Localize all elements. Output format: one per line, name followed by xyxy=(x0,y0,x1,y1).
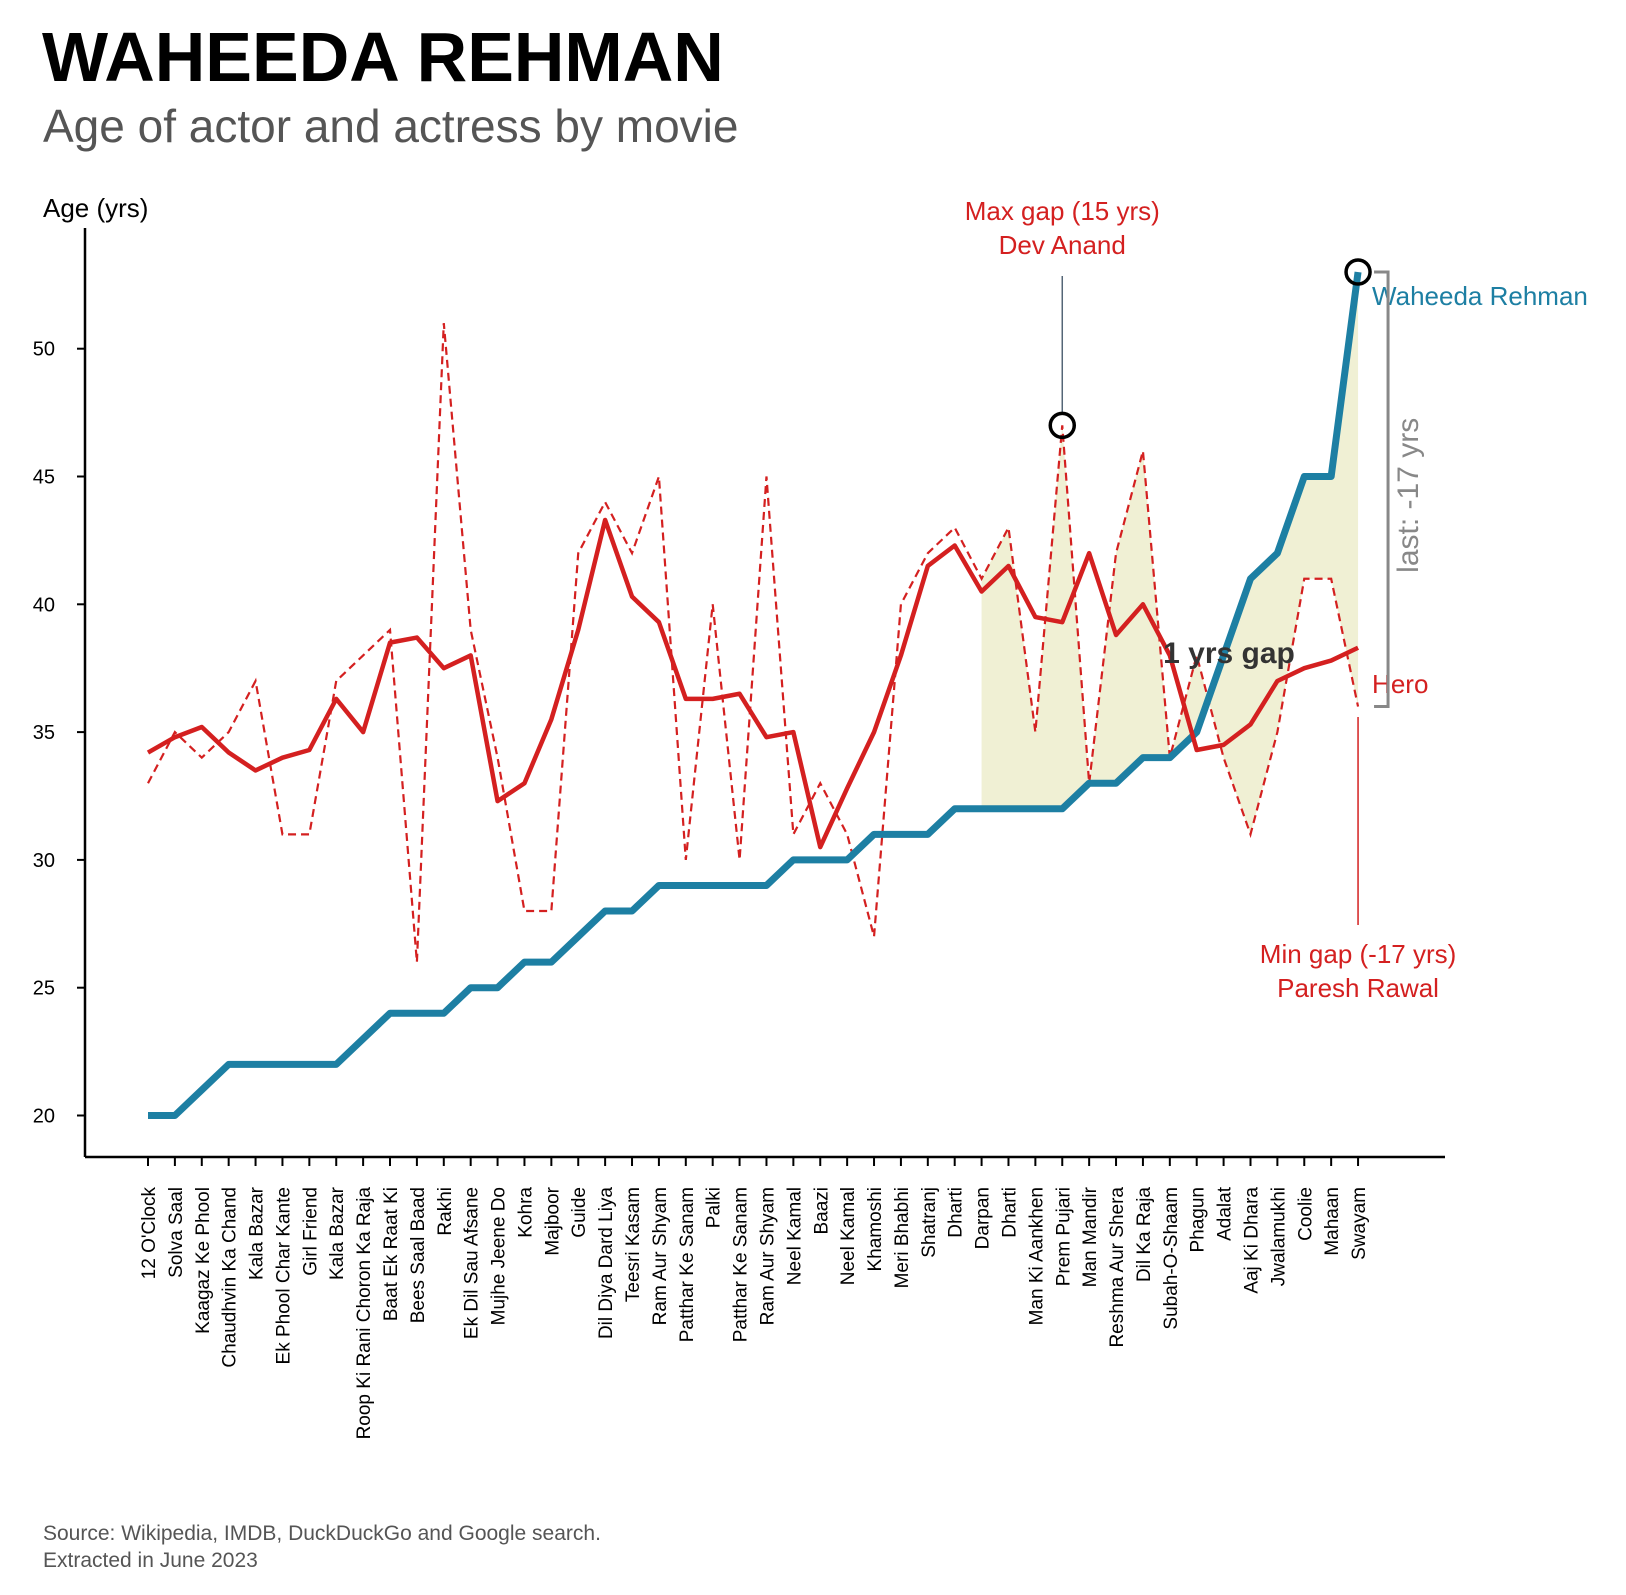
x-tick-label: Jwalamukhi xyxy=(1268,1187,1289,1286)
gap-fill-polygon xyxy=(981,272,1359,835)
x-tick-label: Reshma Aur Shera xyxy=(1107,1187,1128,1348)
x-tick-label: Dharti xyxy=(946,1187,967,1238)
x-tick-label: Palki xyxy=(704,1187,725,1228)
x-tick-label: Kala Bazar xyxy=(327,1186,348,1280)
source-note: Source: Wikipedia, IMDB, DuckDuckGo and … xyxy=(43,1520,601,1574)
y-axis-label: Age (yrs) xyxy=(43,193,148,223)
x-tick-label: Ek Phool Char Kante xyxy=(273,1187,294,1364)
x-tick-label: Dil Diya Dard Liya xyxy=(596,1187,617,1339)
last-gap-bracket xyxy=(1374,270,1390,709)
x-tick-label: Ram Aur Shyam xyxy=(650,1187,671,1325)
x-tick-label: Phagun xyxy=(1188,1187,1209,1253)
x-tick-label: Patthar Ke Sanam xyxy=(677,1187,698,1342)
x-tick-label: Adalat xyxy=(1215,1186,1236,1241)
y-tick-label: 25 xyxy=(33,978,55,1000)
max-gap-annotation-line2: Dev Anand xyxy=(999,230,1126,260)
hero-age-dashed-line xyxy=(147,323,1360,963)
x-tick-label: Darpan xyxy=(973,1187,994,1249)
x-tick-label: Coolie xyxy=(1295,1187,1316,1241)
x-tick-label: Bees Saal Baad xyxy=(408,1187,429,1323)
x-tick-label: Prem Pujari xyxy=(1053,1187,1074,1286)
x-tick-label: Ram Aur Shyam xyxy=(757,1187,778,1325)
y-tick-label: 30 xyxy=(33,850,55,872)
x-tick-label: Neel Kamal xyxy=(838,1187,859,1285)
x-tick-label: Khamoshi xyxy=(865,1187,886,1272)
x-tick-label: Roop Ki Rani Choron Ka Raja xyxy=(354,1187,375,1440)
x-tick-label: Kaagaz Ke Phool xyxy=(193,1187,214,1334)
x-tick-label: Guide xyxy=(569,1187,590,1238)
last-point-marker xyxy=(1344,258,1372,286)
y-tick-label: 50 xyxy=(33,339,55,361)
x-tick-label: Kala Bazar xyxy=(247,1186,268,1280)
x-tick-labels: 12 O'Clock Solva Saal Kaagaz Ke Phool Chaud… xyxy=(139,1186,1370,1439)
series-label-actress: Waheeda Rehman xyxy=(1372,281,1588,311)
x-tick-label: Man Ki Aankhen xyxy=(1026,1187,1047,1325)
y-tick-label: 40 xyxy=(33,594,55,616)
chart-subtitle: Age of actor and actress by movie xyxy=(43,100,739,152)
x-tick-label: Majboor xyxy=(542,1186,563,1255)
y-tick-labels: 20 25 30 35 40 45 50 xyxy=(33,339,55,1128)
x-tick-label: Teesri Kasam xyxy=(623,1187,644,1302)
x-tick-label: Man Mandir xyxy=(1080,1186,1101,1287)
x-tick-label: Shatranj xyxy=(919,1187,940,1258)
x-tick-label: Girl Friend xyxy=(300,1187,321,1276)
series-label-hero: Hero xyxy=(1372,669,1428,699)
age-gap-fill-area xyxy=(981,272,1359,835)
x-tick-label: Mujhe Jeene Do xyxy=(489,1187,510,1325)
x-tick-label: Swayam xyxy=(1349,1187,1370,1260)
min-gap-annotation-line1: Min gap (-17 yrs) xyxy=(1260,939,1457,969)
x-tick-label: 12 O'Clock xyxy=(139,1187,160,1280)
x-tick-label: Patthar Ke Sanam xyxy=(731,1187,752,1342)
x-tick-label: Neel Kamal xyxy=(784,1187,805,1285)
y-tick-label: 20 xyxy=(33,1106,55,1128)
x-tick-label: Dharti xyxy=(999,1187,1020,1238)
gap-label: 1 yrs gap xyxy=(1163,637,1295,670)
x-tick-label: Solva Saal xyxy=(166,1187,187,1278)
max-gap-marker xyxy=(1048,411,1077,440)
hero-age-smoothed-line xyxy=(146,517,1360,850)
chart-title: WAHEEDA REHMAN xyxy=(42,18,724,96)
series-lines xyxy=(146,271,1362,1119)
x-tick-label: Rakhi xyxy=(435,1187,456,1236)
last-gap-label: last: -17 yrs xyxy=(1392,418,1425,573)
x-tick-label: Mahaan xyxy=(1322,1187,1343,1256)
x-tick-label: Dil Ka Raja xyxy=(1134,1187,1155,1282)
x-tick-label: Kohra xyxy=(515,1187,536,1238)
x-tick-label: Aaj Ki Dhara xyxy=(1241,1187,1262,1294)
x-tick-label: Chaudhvin Ka Chand xyxy=(220,1187,241,1368)
chart-annotations: Age (yrs) Max gap (15 yrs) Dev Anand Min… xyxy=(43,193,1588,1003)
y-tick-label: 45 xyxy=(33,467,55,489)
actress-age-line xyxy=(148,271,1362,1119)
x-tick-label: Ek Dil Sau Afsane xyxy=(462,1187,483,1339)
y-tick-label: 35 xyxy=(33,722,55,744)
source-line-2: Extracted in June 2023 xyxy=(43,1549,258,1572)
x-tick-label: Meri Bhabhi xyxy=(892,1187,913,1288)
x-tick-label: Baat Ek Raat Ki xyxy=(381,1187,402,1321)
min-gap-annotation-line2: Paresh Rawal xyxy=(1277,973,1439,1003)
x-tick-label: Subah-O-Shaam xyxy=(1161,1187,1182,1330)
max-gap-annotation-line1: Max gap (15 yrs) xyxy=(965,196,1160,226)
source-line-1: Source: Wikipedia, IMDB, DuckDuckGo and … xyxy=(43,1522,601,1545)
chart-axes xyxy=(77,228,1445,1166)
x-tick-label: Baazi xyxy=(811,1187,832,1235)
